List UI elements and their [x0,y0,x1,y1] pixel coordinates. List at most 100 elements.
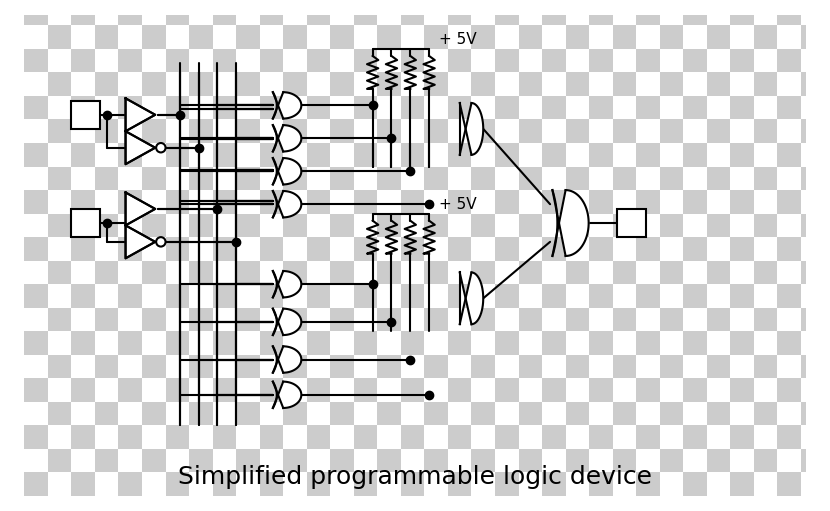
Bar [448,49,471,73]
Bar [212,331,237,355]
Bar [401,190,424,214]
Bar [330,449,354,473]
Bar [824,49,830,73]
Bar [354,2,378,26]
Bar [330,355,354,378]
Bar [48,0,71,2]
Bar [613,120,637,143]
Bar [618,209,646,237]
Bar [237,402,260,425]
Bar [95,26,119,49]
Bar [613,261,637,284]
Bar [519,308,542,331]
Bar [519,73,542,96]
Bar [542,331,565,355]
Bar [637,425,660,449]
Bar [307,473,330,496]
Text: + 5V: + 5V [438,197,476,212]
Bar [660,261,683,284]
Bar [165,425,189,449]
Bar [330,261,354,284]
Bar [260,473,283,496]
Bar [613,167,637,190]
Bar [424,308,448,331]
Bar [142,449,165,473]
Bar [237,167,260,190]
Bar [542,473,565,496]
Bar [95,261,119,284]
Bar [754,167,778,190]
Bar [283,355,307,378]
Bar [71,331,95,355]
Bar [565,0,589,2]
Bar [707,402,730,425]
Bar [48,26,71,49]
Bar [24,331,48,355]
Bar [424,214,448,237]
Bar [401,237,424,261]
Bar [637,378,660,402]
Bar [613,214,637,237]
Bar [754,73,778,96]
Bar [448,473,471,496]
Bar [519,261,542,284]
Bar [495,425,519,449]
Bar [212,2,237,26]
Bar [95,308,119,331]
Polygon shape [273,309,301,335]
Bar [683,473,707,496]
Bar [495,473,519,496]
Circle shape [156,237,165,247]
Bar [189,402,212,425]
Bar [237,0,260,2]
Bar [801,214,824,237]
Bar [260,425,283,449]
Bar [24,378,48,402]
Bar [637,237,660,261]
Bar [307,237,330,261]
Bar [683,49,707,73]
Bar [212,425,237,449]
Bar [471,0,495,2]
Bar [212,473,237,496]
Polygon shape [273,271,301,297]
Bar [24,49,48,73]
Bar [424,167,448,190]
Bar [660,26,683,49]
Bar [165,96,189,120]
Bar [283,73,307,96]
Bar [283,449,307,473]
Bar [660,402,683,425]
Bar [707,0,730,2]
Bar [754,26,778,49]
Bar [683,143,707,167]
Bar [519,0,542,2]
Bar [754,0,778,2]
Bar [683,237,707,261]
Bar [212,378,237,402]
Bar [71,96,95,120]
Bar [260,331,283,355]
Bar [165,49,189,73]
Bar [95,167,119,190]
Bar [24,96,48,120]
Bar [354,96,378,120]
Bar [307,2,330,26]
Bar [48,261,71,284]
Bar [683,96,707,120]
Bar [660,73,683,96]
Bar [565,402,589,425]
Polygon shape [125,193,155,225]
Bar [824,237,830,261]
Bar [730,237,754,261]
Bar [142,0,165,2]
Bar [471,73,495,96]
Bar [824,425,830,449]
Bar [801,73,824,96]
Bar [519,167,542,190]
Bar [471,449,495,473]
Bar [730,143,754,167]
Bar [48,308,71,331]
Bar [283,167,307,190]
Bar [260,143,283,167]
